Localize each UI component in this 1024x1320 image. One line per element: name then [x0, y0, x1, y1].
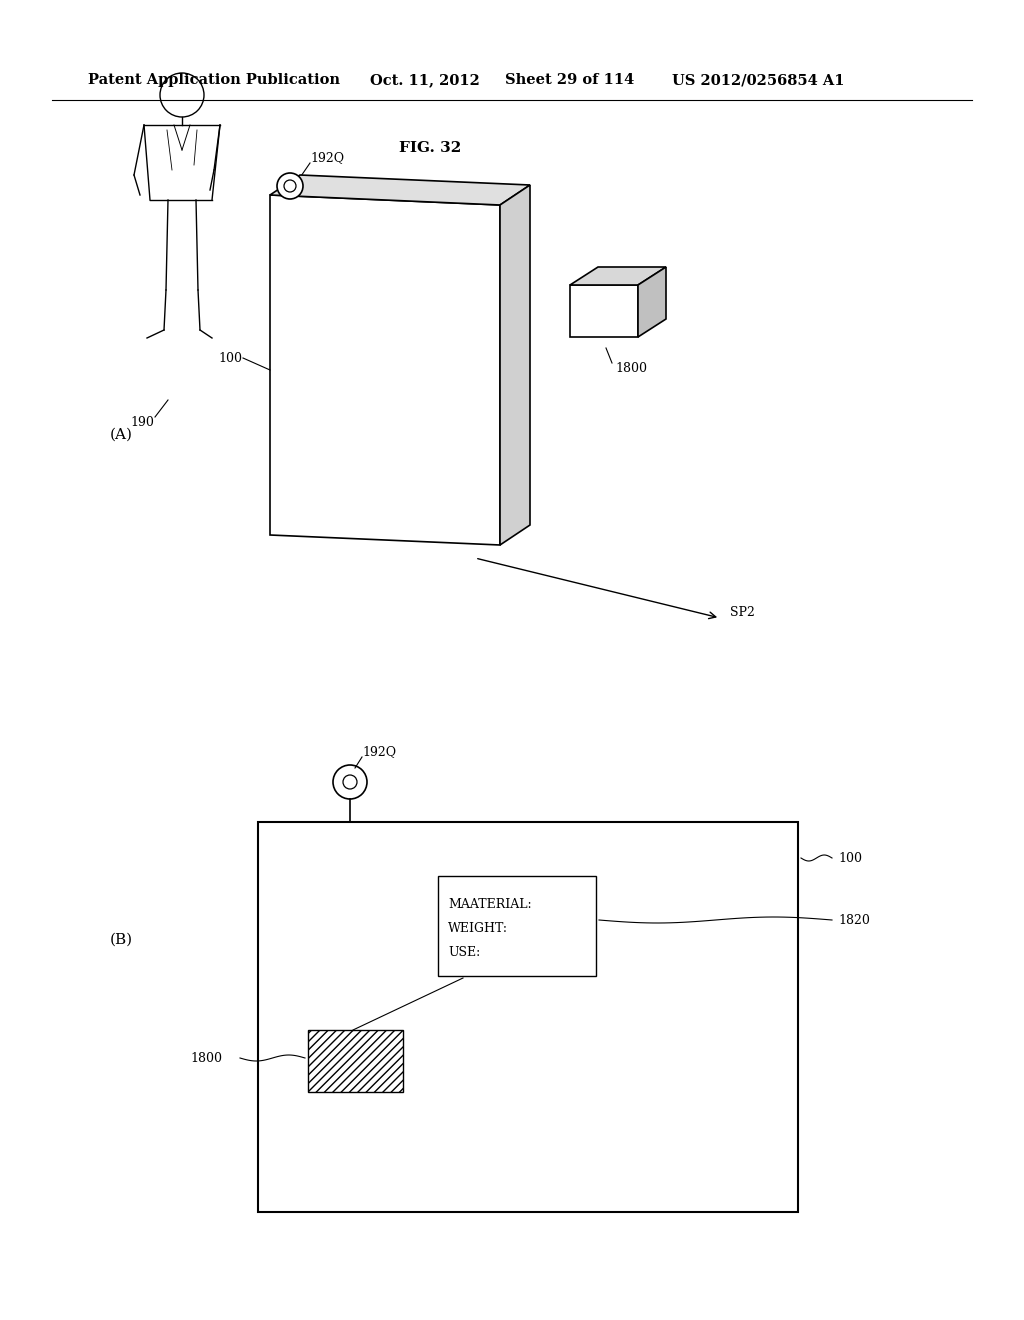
Polygon shape: [270, 195, 500, 545]
Text: WEIGHT:: WEIGHT:: [449, 921, 508, 935]
Polygon shape: [570, 285, 638, 337]
Text: (B): (B): [110, 933, 133, 946]
Polygon shape: [270, 176, 530, 205]
Polygon shape: [500, 185, 530, 545]
Bar: [308, 1030, 403, 1092]
Polygon shape: [570, 267, 666, 285]
Text: FIG. 32: FIG. 32: [399, 141, 461, 154]
Text: 192Q: 192Q: [362, 746, 396, 759]
Bar: [258, 822, 798, 1212]
Text: 1800: 1800: [190, 1052, 222, 1064]
Text: Oct. 11, 2012: Oct. 11, 2012: [370, 73, 480, 87]
Text: 192Q: 192Q: [310, 152, 344, 165]
Bar: [438, 876, 596, 975]
Text: Patent Application Publication: Patent Application Publication: [88, 73, 340, 87]
Text: SP2: SP2: [730, 606, 755, 619]
Text: 1820: 1820: [838, 913, 869, 927]
Circle shape: [278, 173, 303, 199]
Text: 100: 100: [838, 851, 862, 865]
Text: USE:: USE:: [449, 946, 480, 960]
Text: MAATERIAL:: MAATERIAL:: [449, 898, 531, 911]
Polygon shape: [638, 267, 666, 337]
Text: 100: 100: [218, 351, 242, 364]
Circle shape: [333, 766, 367, 799]
Text: 1800: 1800: [615, 362, 647, 375]
Text: (A): (A): [110, 428, 133, 442]
Text: 190: 190: [130, 416, 154, 429]
Text: Sheet 29 of 114: Sheet 29 of 114: [505, 73, 634, 87]
Text: US 2012/0256854 A1: US 2012/0256854 A1: [672, 73, 845, 87]
